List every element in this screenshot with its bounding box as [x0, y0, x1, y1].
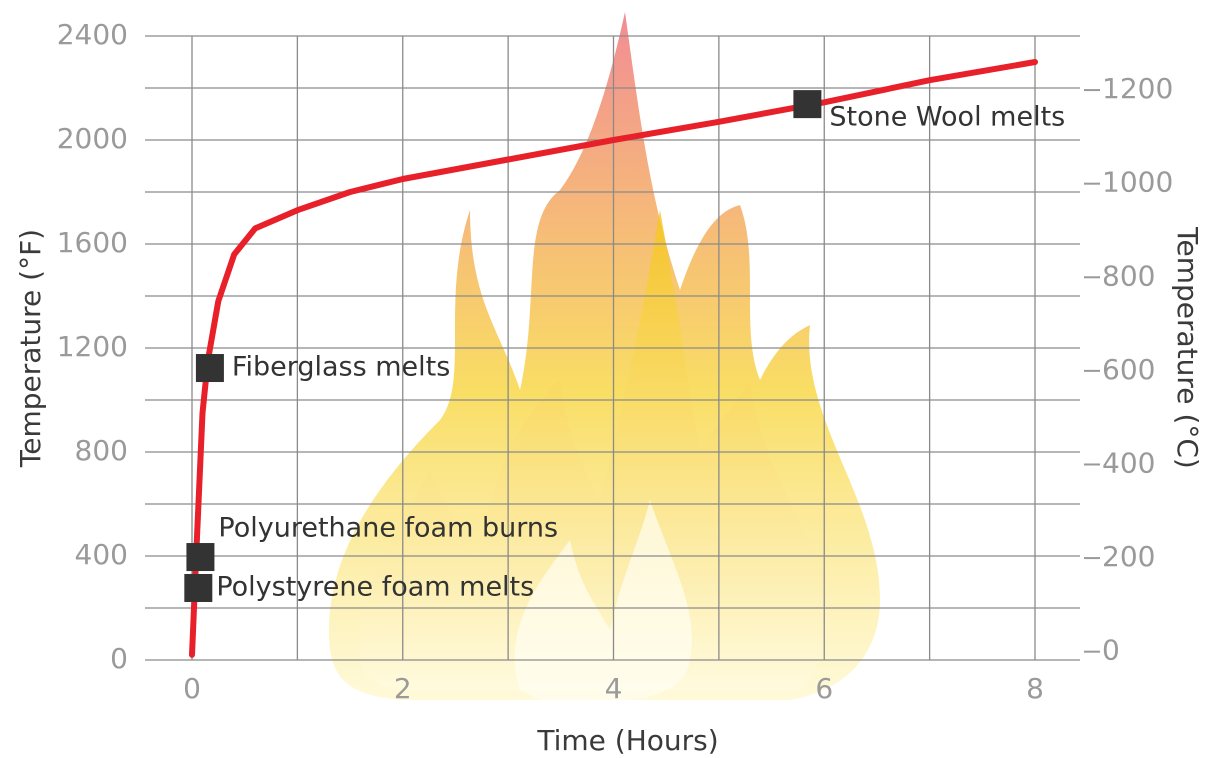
- line: [189, 59, 1038, 658]
- y2-tick-label: 600: [1102, 353, 1155, 386]
- y2-axis-title: Temperature (°C): [1171, 226, 1204, 469]
- y-tick-label: 2400: [57, 18, 128, 51]
- y2-tick-label: 400: [1102, 446, 1155, 479]
- x-tick-label: 4: [605, 672, 623, 705]
- y-axis-title: Temperature (°F): [14, 229, 47, 468]
- x-tick-label: 0: [183, 672, 201, 705]
- y2-tick-label: 1000: [1102, 166, 1173, 199]
- marker: [186, 543, 215, 572]
- annotation: Polyurethane foam burns: [218, 513, 558, 544]
- y-tick-label: 1200: [57, 330, 128, 363]
- y-tick-label: 800: [75, 434, 128, 467]
- y2-tick-label: 1200: [1102, 72, 1173, 105]
- flame: [358, 210, 831, 690]
- annotation: Stone Wool melts: [829, 102, 1065, 133]
- x-tick-label: 6: [815, 672, 833, 705]
- annotation: Fiberglass melts: [232, 352, 450, 383]
- y2-tick-label: 0: [1102, 634, 1120, 667]
- y2-tick-label: 200: [1102, 540, 1155, 573]
- annotation: Polystyrene foam melts: [216, 571, 534, 602]
- flames: [328, 12, 880, 700]
- y-tick-label: 400: [75, 538, 128, 571]
- x-tick-label: 2: [394, 672, 412, 705]
- y2-tick-label: 800: [1102, 259, 1155, 292]
- y-tick-label: 2000: [57, 122, 128, 155]
- x-axis-title: Time (Hours): [536, 724, 718, 757]
- y-tick-label: 1600: [57, 226, 128, 259]
- marker: [793, 90, 822, 119]
- grid: [145, 35, 1080, 661]
- x-tick-label: 8: [1026, 672, 1044, 705]
- y-tick-label: 0: [110, 642, 128, 675]
- marker: [195, 354, 224, 383]
- marker: [184, 573, 213, 602]
- flame: [514, 500, 692, 700]
